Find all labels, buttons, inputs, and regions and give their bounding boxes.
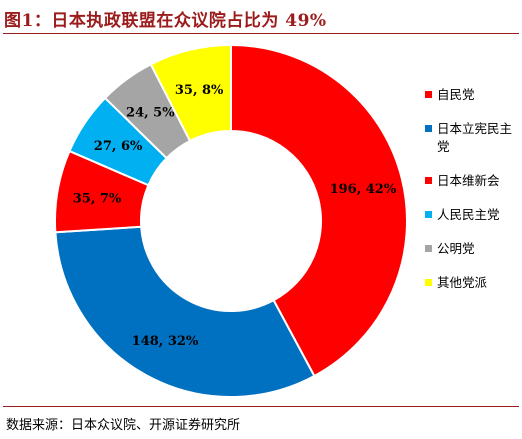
legend-label: 人民民主党 [437, 207, 500, 222]
legend-swatch [425, 177, 432, 184]
title-rule [3, 33, 519, 34]
legend-swatch [425, 91, 432, 98]
source-note: 数据来源：日本众议院、开源证券研究所 [6, 418, 241, 433]
figure-title: 图1：日本执政联盟在众议院占比为 49% [4, 11, 327, 31]
legend-swatch [425, 279, 432, 286]
source-rule [3, 406, 519, 407]
data-label-4: 24, 5% [126, 106, 175, 121]
legend-item-1: 日本立宪民主党 [425, 120, 521, 156]
legend-label: 公明党 [437, 241, 475, 256]
legend: 自民党日本立宪民主党日本维新会人民民主党公明党其他党派 [425, 86, 521, 308]
data-label-3: 27, 6% [94, 139, 143, 154]
legend-item-4: 公明党 [425, 240, 521, 258]
legend-label: 日本维新会 [437, 173, 500, 188]
legend-swatch [425, 245, 432, 252]
data-label-1: 148, 32% [132, 334, 199, 349]
legend-swatch [425, 211, 432, 218]
legend-label: 日本立宪民主党 [437, 121, 513, 154]
donut-chart: 196, 42% 148, 32% 35, 7% 27, 6% 24, 5%35, 8% [54, 43, 408, 398]
legend-label: 其他党派 [437, 275, 488, 290]
legend-item-5: 其他党派 [425, 274, 521, 292]
legend-label: 自民党 [437, 87, 475, 102]
legend-item-2: 日本维新会 [425, 172, 521, 190]
slice-0 [230, 43, 408, 378]
slice-1 [54, 225, 316, 398]
slice-5 [149, 43, 232, 143]
data-label-2: 35, 7% [73, 192, 122, 207]
legend-swatch [425, 125, 432, 132]
legend-item-3: 人民民主党 [425, 206, 521, 224]
data-label-0: 196, 42% [330, 182, 397, 197]
legend-item-0: 自民党 [425, 86, 521, 104]
data-label-5: 35, 8% [175, 83, 224, 98]
